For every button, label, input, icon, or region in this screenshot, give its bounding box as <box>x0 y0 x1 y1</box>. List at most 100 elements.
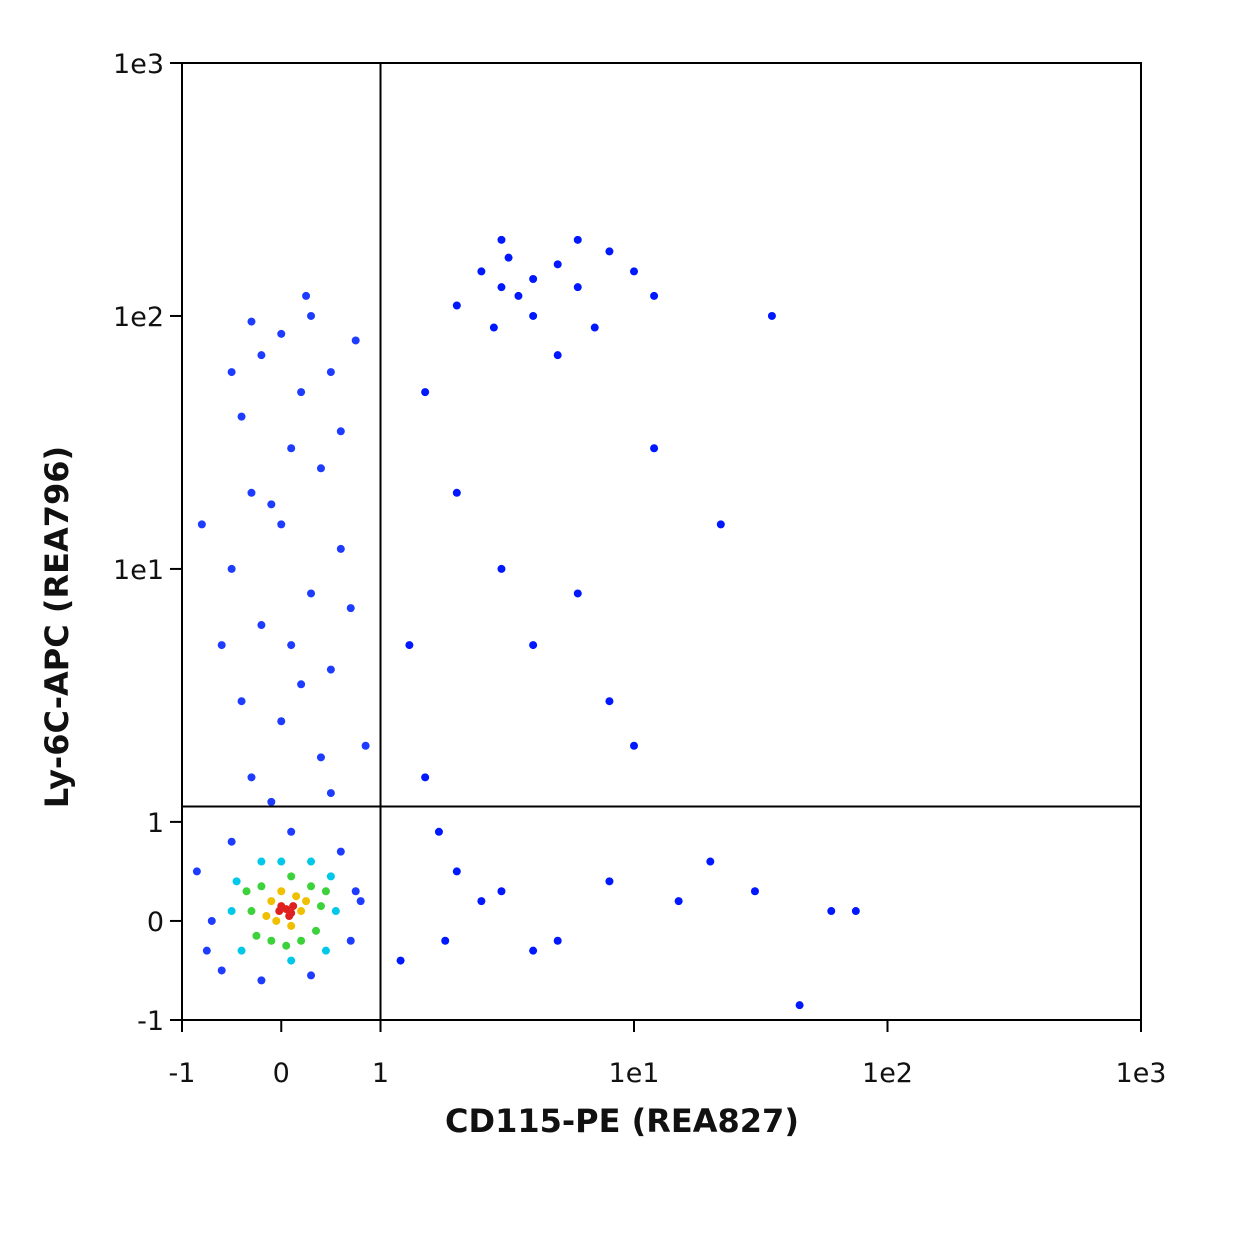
point <box>257 621 266 630</box>
point <box>514 291 523 300</box>
point <box>326 789 335 798</box>
point <box>441 936 450 945</box>
point <box>307 857 316 866</box>
point <box>396 956 405 965</box>
point <box>452 488 461 497</box>
point <box>307 882 316 891</box>
point <box>287 827 296 836</box>
point <box>750 887 759 896</box>
point <box>297 680 306 689</box>
point <box>297 388 306 397</box>
point <box>287 872 296 881</box>
y-tick-label: -1 <box>137 1006 164 1037</box>
point <box>346 936 355 945</box>
y-tick-label: 1e1 <box>113 555 164 586</box>
point <box>202 946 211 955</box>
point <box>336 847 345 856</box>
point <box>247 907 256 916</box>
point <box>331 907 340 916</box>
y-tick-label: 1 <box>147 808 164 839</box>
point <box>277 520 286 529</box>
point <box>361 741 370 750</box>
point <box>287 956 296 965</box>
point <box>851 907 860 916</box>
point <box>257 857 266 866</box>
point <box>257 882 266 891</box>
point <box>285 911 294 920</box>
point <box>504 253 513 262</box>
point <box>336 544 345 553</box>
points <box>192 235 860 1010</box>
point <box>529 641 538 650</box>
point <box>434 827 443 836</box>
point <box>351 336 360 345</box>
point <box>247 488 256 497</box>
point <box>605 877 614 886</box>
point <box>262 911 271 920</box>
point <box>573 589 582 598</box>
point <box>197 520 206 529</box>
point <box>267 897 276 906</box>
x-tick-label: 1e1 <box>609 1058 660 1089</box>
point <box>553 351 562 360</box>
point <box>529 946 538 955</box>
point <box>307 971 316 980</box>
point <box>237 697 246 706</box>
point <box>227 837 236 846</box>
point <box>452 867 461 876</box>
point <box>311 926 320 935</box>
y-tick-label: 1e2 <box>113 302 164 333</box>
x-tick-label: -1 <box>169 1058 196 1089</box>
point <box>287 641 296 650</box>
point <box>716 520 725 529</box>
point <box>326 368 335 377</box>
point <box>421 773 430 782</box>
point <box>267 797 276 806</box>
point <box>452 301 461 310</box>
point <box>497 887 506 896</box>
point <box>227 564 236 573</box>
point <box>827 907 836 916</box>
point <box>289 902 298 911</box>
point <box>477 267 486 276</box>
x-tick-label: 0 <box>273 1058 290 1089</box>
y-tick-label: 1e3 <box>113 49 164 80</box>
point <box>292 892 301 901</box>
point <box>302 291 311 300</box>
point <box>267 500 276 509</box>
point <box>529 311 538 320</box>
point <box>287 444 296 453</box>
point <box>237 412 246 421</box>
point <box>237 946 246 955</box>
x-axis-title: CD115-PE (REA827) <box>445 1102 799 1140</box>
point <box>346 604 355 613</box>
point <box>242 887 251 896</box>
point <box>316 902 325 911</box>
y-axis-title: Ly-6C-APC (REA796) <box>38 446 76 808</box>
point <box>605 697 614 706</box>
point <box>321 887 330 896</box>
point <box>307 589 316 598</box>
point <box>227 368 236 377</box>
point <box>767 311 776 320</box>
point <box>605 247 614 256</box>
point <box>232 877 241 886</box>
point <box>192 867 201 876</box>
point <box>272 916 281 925</box>
x-tick-label: 1e3 <box>1116 1058 1167 1089</box>
point <box>497 235 506 244</box>
point <box>529 275 538 284</box>
point <box>207 916 216 925</box>
point <box>277 717 286 726</box>
point <box>326 872 335 881</box>
plot-frame <box>181 62 1142 1021</box>
x-tick-label: 1e2 <box>862 1058 913 1089</box>
point <box>573 283 582 292</box>
point <box>282 941 291 950</box>
point <box>316 753 325 762</box>
point <box>553 260 562 269</box>
point <box>267 936 276 945</box>
point <box>316 464 325 473</box>
